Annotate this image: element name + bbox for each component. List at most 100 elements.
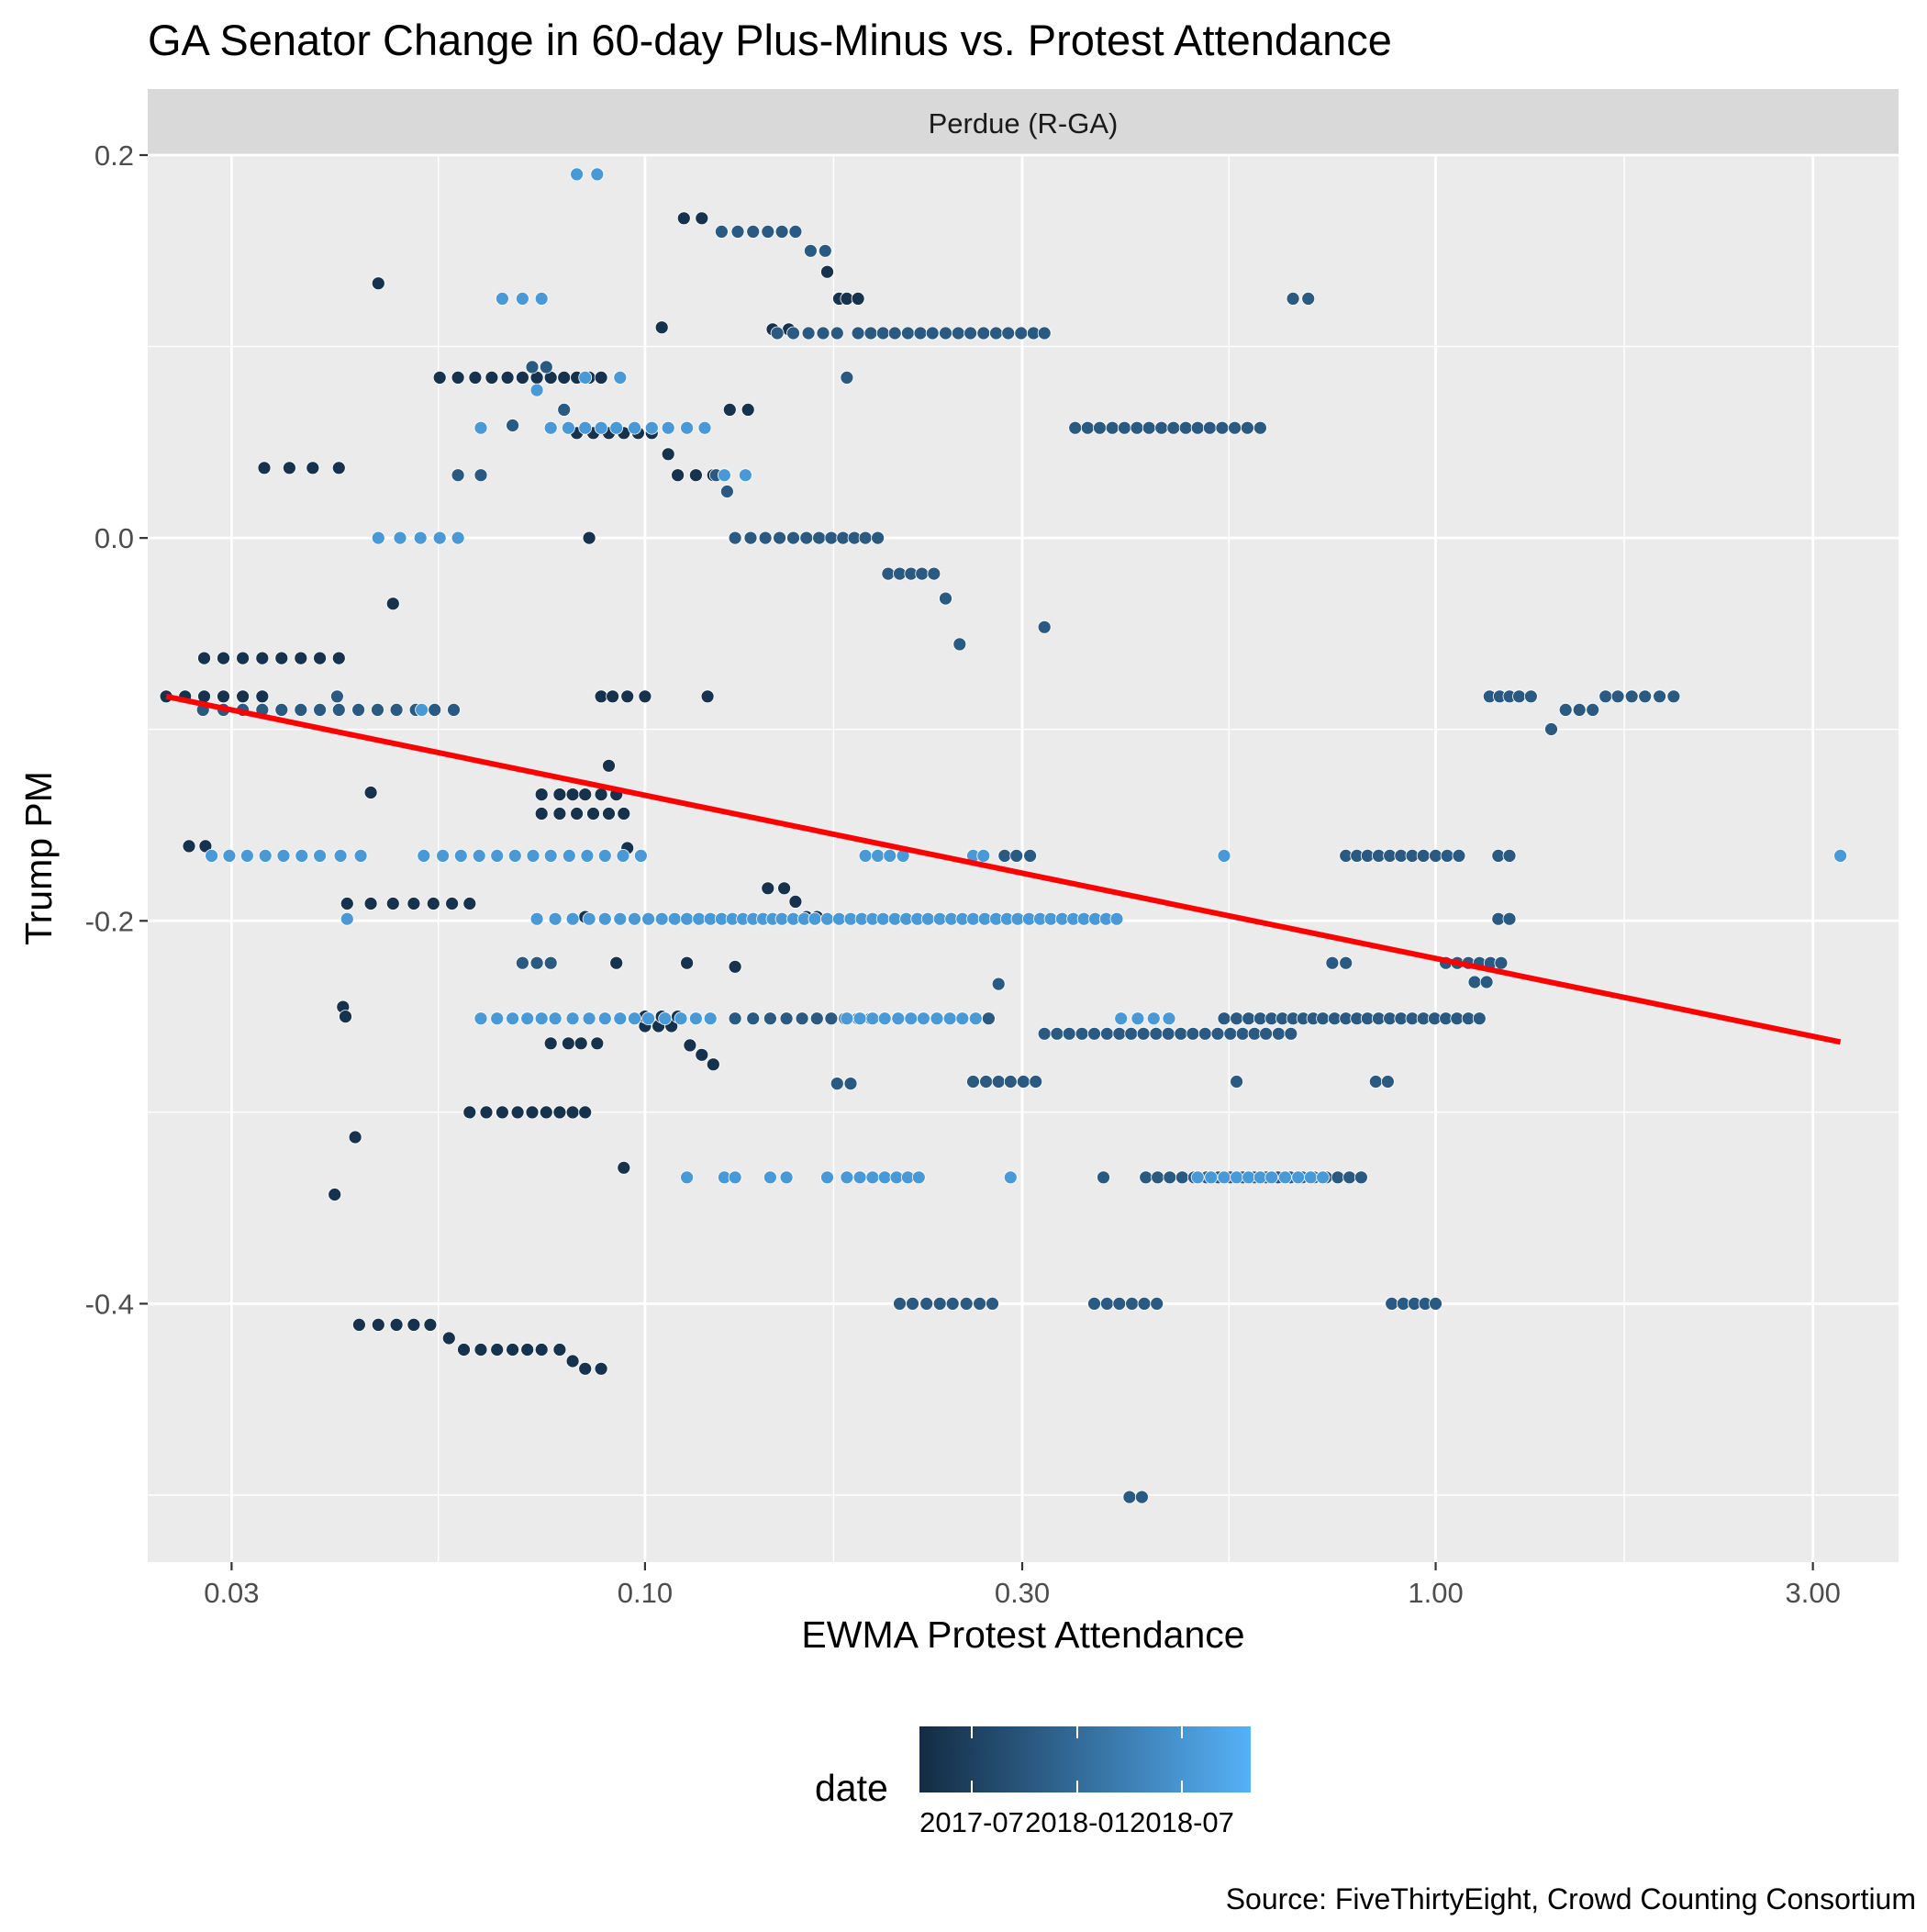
data-point — [808, 911, 822, 926]
data-point — [1472, 1011, 1487, 1026]
data-point — [1524, 689, 1538, 704]
data-point — [562, 1036, 575, 1051]
data-point — [594, 689, 608, 704]
data-point — [939, 326, 952, 341]
data-point — [1610, 689, 1625, 704]
data-point — [407, 1318, 421, 1332]
data-point — [820, 264, 834, 279]
data-point — [939, 591, 952, 606]
data-point — [562, 849, 576, 863]
data-point — [1368, 1075, 1383, 1089]
data-point — [1259, 1026, 1273, 1041]
chart-caption: Source: FiveThirtyEight, Crowd Counting … — [1226, 1882, 1916, 1915]
data-point — [906, 1297, 919, 1311]
data-point — [1440, 849, 1454, 863]
data-point — [658, 1011, 673, 1026]
data-point — [1586, 703, 1600, 717]
color-legend: date 2017-07 2018-01 2018-07 — [815, 1726, 1251, 1838]
data-point — [1203, 420, 1217, 435]
data-point — [1190, 1170, 1205, 1185]
data-point — [1502, 849, 1517, 863]
data-point — [236, 651, 251, 665]
data-point — [543, 420, 558, 435]
data-point — [1242, 1011, 1256, 1026]
data-point — [594, 1361, 608, 1376]
data-point — [1598, 689, 1613, 704]
x-tick-label: 0.03 — [204, 1577, 259, 1609]
data-point — [282, 461, 296, 475]
data-point — [620, 689, 635, 704]
data-point — [333, 849, 348, 863]
data-point — [700, 689, 715, 704]
data-point — [875, 326, 890, 341]
data-point — [804, 243, 818, 258]
data-point — [1479, 975, 1494, 989]
data-point — [543, 1036, 558, 1051]
data-point — [1125, 1297, 1139, 1311]
data-point — [728, 1011, 742, 1026]
data-point — [578, 1361, 593, 1376]
data-point — [616, 849, 630, 863]
data-point — [774, 224, 789, 239]
data-point — [473, 468, 488, 483]
data-point — [773, 530, 786, 545]
data-point — [1105, 420, 1119, 435]
data-point — [500, 370, 515, 385]
data-point — [1175, 1170, 1189, 1185]
data-point — [371, 1318, 385, 1332]
data-point — [313, 651, 328, 665]
data-point — [1325, 955, 1340, 970]
data-point — [930, 1011, 944, 1026]
data-point — [763, 1170, 777, 1185]
facet-label: Perdue (R-GA) — [929, 107, 1119, 140]
data-point — [1339, 955, 1353, 970]
legend-tick-label: 2017-07 — [919, 1806, 1024, 1838]
legend-tick-label: 2018-07 — [1130, 1806, 1234, 1838]
data-point — [1291, 1170, 1306, 1185]
data-point — [641, 1011, 655, 1026]
data-point — [534, 291, 549, 306]
data-point — [1163, 1170, 1177, 1185]
data-point — [348, 1130, 362, 1145]
data-point — [851, 291, 865, 306]
data-point — [255, 651, 270, 665]
data-point — [1009, 849, 1024, 863]
data-point — [534, 787, 549, 801]
x-tick-label: 1.00 — [1408, 1577, 1463, 1609]
data-point — [574, 1036, 588, 1051]
data-point — [578, 787, 593, 801]
axes: 0.03 0.10 0.30 1.00 3.00 0.2 0.0 -0.2 -0.4 — [85, 140, 1841, 1609]
data-point — [1242, 1170, 1256, 1185]
data-point — [1204, 1170, 1219, 1185]
data-point — [436, 849, 451, 863]
data-point — [661, 420, 675, 435]
data-point — [539, 1105, 553, 1120]
data-point — [840, 1170, 854, 1185]
data-point — [1150, 1297, 1164, 1311]
data-point — [689, 468, 703, 483]
data-point — [496, 1105, 509, 1120]
data-point — [968, 1011, 983, 1026]
data-point — [1624, 689, 1639, 704]
data-point — [1264, 1170, 1279, 1185]
y-tick-label: -0.2 — [85, 905, 134, 937]
data-point — [457, 1343, 471, 1357]
data-point — [597, 1011, 612, 1026]
data-point — [1037, 620, 1052, 634]
data-point — [353, 849, 368, 863]
data-point — [1230, 1075, 1243, 1089]
data-point — [1197, 1026, 1212, 1041]
data-point — [1093, 420, 1107, 435]
data-point — [1217, 1170, 1231, 1185]
data-point — [692, 911, 707, 926]
data-point — [198, 839, 213, 854]
data-point — [257, 461, 272, 475]
data-point — [447, 703, 461, 717]
data-point — [788, 895, 803, 909]
data-point — [820, 1170, 834, 1185]
data-point — [1316, 1170, 1330, 1185]
data-point — [1149, 1026, 1164, 1041]
data-point — [582, 911, 596, 926]
